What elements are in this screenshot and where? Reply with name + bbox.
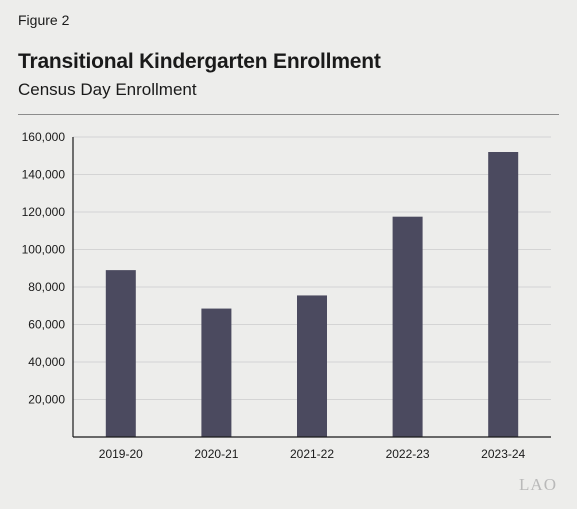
figure-label: Figure 2	[18, 12, 70, 28]
bar	[488, 152, 519, 437]
y-tick-label: 60,000	[28, 318, 65, 332]
y-tick-labels: 20,000 40,000 60,000 80,000 100,000 120,000 14…	[22, 130, 66, 407]
axes	[72, 137, 551, 438]
chart-subtitle: Census Day Enrollment	[18, 80, 197, 99]
y-tick-label: 120,000	[22, 205, 66, 219]
y-tick-label: 140,000	[22, 168, 66, 182]
bar	[105, 270, 136, 437]
y-tick-label: 40,000	[28, 355, 65, 369]
x-tick-label: 2023-24	[481, 447, 525, 461]
bar	[297, 295, 327, 437]
x-tick-label: 2021-22	[290, 447, 334, 461]
y-tick-label: 100,000	[22, 243, 66, 257]
y-tick-label: 20,000	[28, 393, 65, 407]
bars	[105, 152, 519, 437]
y-tick-label: 160,000	[22, 130, 66, 144]
y-tick-label: 80,000	[28, 280, 65, 294]
bar	[201, 308, 232, 437]
gridlines	[73, 136, 551, 400]
lao-logo: LAO	[519, 475, 557, 494]
bar	[392, 216, 423, 437]
x-tick-label: 2019-20	[99, 447, 143, 461]
x-tick-labels: 2019-20 2020-21 2021-22 2022-23 2023-24	[99, 447, 526, 461]
x-tick-label: 2020-21	[194, 447, 238, 461]
title-divider	[18, 114, 559, 115]
x-tick-label: 2022-23	[386, 447, 430, 461]
chart-title: Transitional Kindergarten Enrollment	[18, 50, 381, 73]
